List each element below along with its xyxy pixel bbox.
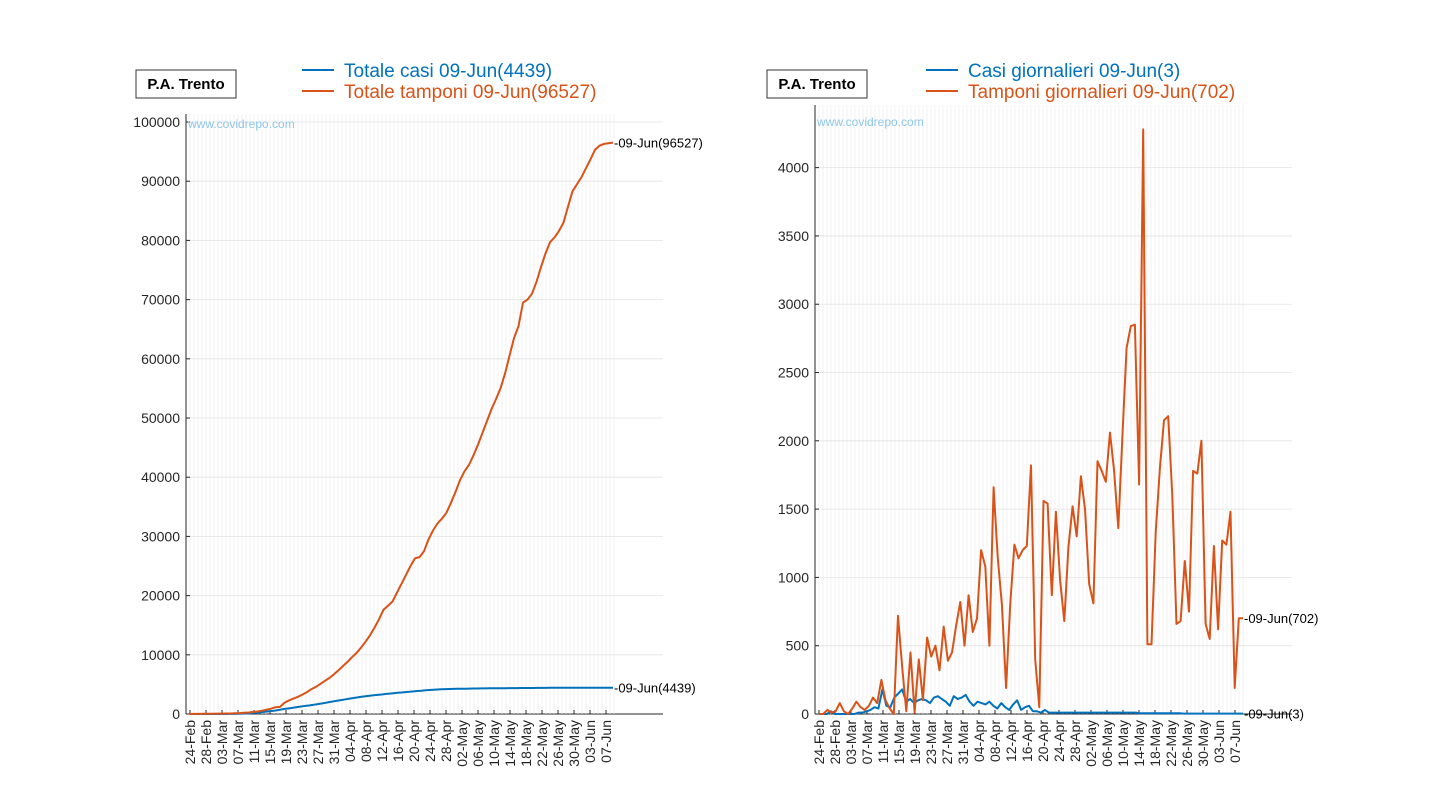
series-end-label-2: -09-Jun(96527) <box>614 136 703 151</box>
x-tick-label: 31-Mar <box>955 720 971 765</box>
x-tick-label: 24-Feb <box>182 720 198 765</box>
x-tick-label: 24-Apr <box>422 720 438 762</box>
y-tick-label: 70000 <box>141 292 180 308</box>
y-tick-label: 0 <box>172 706 180 722</box>
x-tick-label: 03-Jun <box>1211 720 1227 763</box>
legend-label-2: Tamponi giornalieri 09-Jun(702) <box>968 82 1235 103</box>
series-line-2 <box>819 128 1244 715</box>
chart-panel-1: 0 10000 20000 30000 40000 50000 60000 70000 8000… <box>133 61 703 767</box>
x-tick-label: 03-Jun <box>582 720 598 763</box>
x-tick-label: 07-Jun <box>598 720 614 763</box>
y-tick-label: 40000 <box>141 469 180 485</box>
x-tick-label: 22-May <box>1163 720 1179 767</box>
y-tick-label: 1000 <box>778 569 809 585</box>
x-tick-label: 28-Apr <box>1067 720 1083 762</box>
x-tick-label: 02-May <box>1083 720 1099 767</box>
x-tick-label: 12-Apr <box>1003 720 1019 762</box>
region-label-box <box>135 69 237 99</box>
x-tick-label: 03-Mar <box>843 720 859 765</box>
x-tick-label: 20-Apr <box>1035 720 1051 762</box>
watermark: www.covidrepo.com <box>816 115 924 129</box>
x-tick-label: 12-Apr <box>374 720 390 762</box>
x-tick-label: 18-May <box>518 720 534 767</box>
region-label: P.A. Trento <box>778 76 855 93</box>
x-tick-label: 11-Mar <box>246 720 262 764</box>
x-tick-label: 02-May <box>454 720 470 767</box>
x-tick-label: 14-May <box>502 720 518 767</box>
x-tick-label: 15-Mar <box>891 720 907 765</box>
legend: Casi giornalieri 09-Jun(3)Tamponi giorna… <box>926 61 1235 103</box>
x-tick-label: 28-Feb <box>198 720 214 765</box>
x-tick-label: 06-May <box>470 720 486 767</box>
x-tick-label: 23-Mar <box>294 720 310 765</box>
y-tick-label: 1500 <box>778 501 809 517</box>
x-tick-label: 30-May <box>1195 720 1211 767</box>
y-tick-label: 10000 <box>141 647 180 663</box>
legend-label-1: Casi giornalieri 09-Jun(3) <box>968 61 1180 82</box>
x-tick-label: 14-May <box>1131 720 1147 767</box>
x-tick-label: 18-May <box>1147 720 1163 767</box>
y-tick-label: 3000 <box>778 296 809 312</box>
x-tick-label: 04-Apr <box>342 720 358 762</box>
y-tick-label: 3500 <box>778 228 809 244</box>
x-tick-label: 30-May <box>566 720 582 767</box>
x-tick-label: 08-Apr <box>358 720 374 762</box>
x-tick-label: 03-Mar <box>214 720 230 765</box>
legend-label-1: Totale casi 09-Jun(4439) <box>344 61 552 82</box>
y-tick-label: 0 <box>801 706 809 722</box>
x-tick-label: 15-Mar <box>262 720 278 765</box>
y-tick-label: 60000 <box>141 351 180 367</box>
x-tick-label: 08-Apr <box>987 720 1003 762</box>
series-end-label-2: -09-Jun(702) <box>1244 611 1318 626</box>
x-tick-label: 19-Mar <box>907 720 923 765</box>
x-tick-label: 11-Mar <box>875 720 891 764</box>
y-tick-label: 2000 <box>778 433 809 449</box>
x-tick-label: 23-Mar <box>923 720 939 765</box>
x-tick-label: 10-May <box>486 720 502 767</box>
x-tick-label: 26-May <box>1179 720 1195 767</box>
series-line-1 <box>190 686 613 715</box>
x-tick-label: 24-Feb <box>811 720 827 765</box>
x-tick-label: 24-Apr <box>1051 720 1067 762</box>
y-tick-label: 30000 <box>141 528 180 544</box>
x-tick-label: 28-Feb <box>827 720 843 765</box>
x-tick-label: 07-Mar <box>230 720 246 765</box>
series-end-label-1: -09-Jun(3) <box>1244 707 1304 722</box>
x-tick-label: 27-Mar <box>310 720 326 765</box>
y-tick-label: 50000 <box>141 410 180 426</box>
region-label: P.A. Trento <box>147 76 224 93</box>
y-tick-label: 80000 <box>141 232 180 248</box>
x-tick-label: 04-Apr <box>971 720 987 762</box>
legend: Totale casi 09-Jun(4439)Totale tamponi 0… <box>302 61 596 103</box>
x-tick-label: 07-Jun <box>1227 720 1243 763</box>
watermark: www.covidrepo.com <box>187 117 295 131</box>
x-tick-label: 16-Apr <box>1019 720 1035 762</box>
y-tick-label: 90000 <box>141 173 180 189</box>
x-tick-label: 20-Apr <box>406 720 422 762</box>
y-tick-label: 500 <box>786 638 810 654</box>
x-tick-label: 16-Apr <box>390 720 406 762</box>
x-tick-label: 27-Mar <box>939 720 955 765</box>
y-tick-label: 4000 <box>778 160 809 176</box>
legend-label-2: Totale tamponi 09-Jun(96527) <box>344 82 596 103</box>
x-tick-label: 07-Mar <box>859 720 875 765</box>
x-tick-label: 28-Apr <box>438 720 454 762</box>
series-line-2 <box>189 141 614 715</box>
series-end-label-1: -09-Jun(4439) <box>614 681 696 696</box>
x-tick-label: 31-Mar <box>326 720 342 765</box>
y-tick-label: 100000 <box>133 114 180 130</box>
y-tick-label: 20000 <box>141 588 180 604</box>
x-tick-label: 22-May <box>534 720 550 767</box>
y-tick-label: 2500 <box>778 365 809 381</box>
x-tick-label: 06-May <box>1099 720 1115 767</box>
x-tick-label: 19-Mar <box>278 720 294 765</box>
x-tick-label: 10-May <box>1115 720 1131 767</box>
x-tick-label: 26-May <box>550 720 566 767</box>
region-label-box <box>766 69 868 99</box>
